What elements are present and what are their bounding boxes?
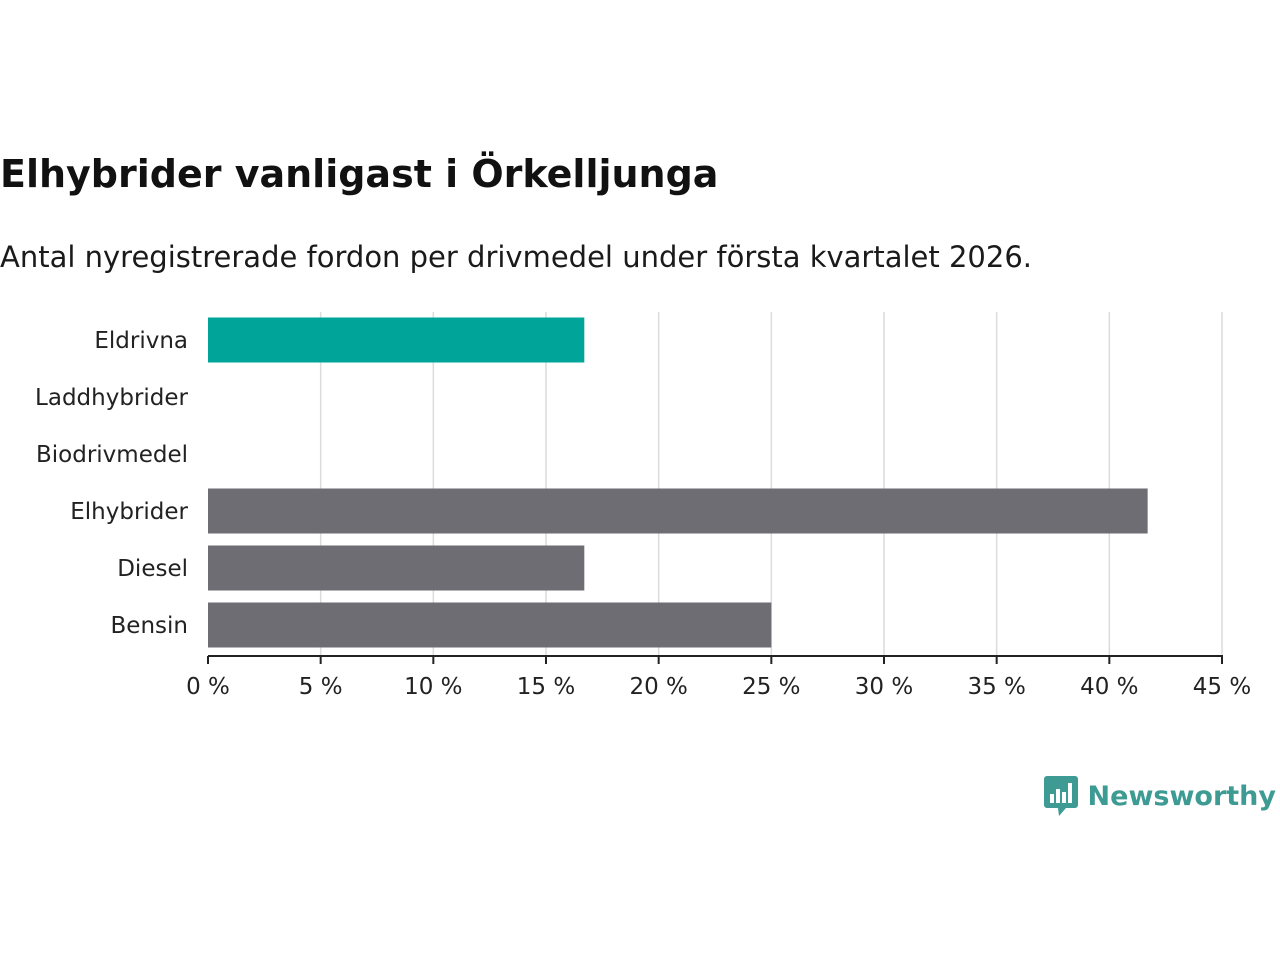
x-axis: 0 % 5 % 10 % 15 % 20 % 25 % 30 % 35 % 40 % 45 %	[186, 655, 1251, 700]
category-label: Diesel	[117, 556, 188, 582]
category-label: Elhybrider	[70, 499, 188, 525]
bar-chart-speech-icon	[1043, 776, 1078, 816]
bar-diesel	[208, 545, 585, 591]
bar-eldrivna	[208, 317, 585, 363]
bar-bensin	[208, 602, 772, 648]
category-labels: Eldrivna Laddhybrider Biodrivmedel Elhybrid…	[35, 328, 188, 639]
chart-title: Elhybrider vanligast i Örkelljunga	[0, 152, 719, 196]
brand-logo: Newsworthy	[1043, 776, 1276, 816]
x-tick-label: 40 %	[1080, 674, 1138, 700]
gridlines	[319, 312, 1223, 656]
x-tick-label: 5 %	[299, 674, 343, 700]
x-tick-label: 15 %	[517, 674, 575, 700]
x-tick-label: 30 %	[855, 674, 913, 700]
category-label: Bensin	[111, 613, 188, 639]
brand-name: Newsworthy	[1087, 780, 1276, 812]
x-tick-label: 10 %	[404, 674, 462, 700]
bar-elhybrider	[208, 488, 1148, 534]
x-tick-label: 0 %	[186, 674, 230, 700]
category-label: Eldrivna	[94, 328, 188, 354]
x-tick-label: 45 %	[1193, 674, 1251, 700]
chart-subtitle: Antal nyregistrerade fordon per drivmede…	[0, 240, 1033, 274]
bars	[208, 317, 1148, 648]
category-label: Laddhybrider	[35, 385, 188, 411]
x-tick-label: 25 %	[742, 674, 800, 700]
x-tick-label: 35 %	[967, 674, 1025, 700]
category-label: Biodrivmedel	[36, 442, 188, 468]
x-tick-label: 20 %	[629, 674, 687, 700]
